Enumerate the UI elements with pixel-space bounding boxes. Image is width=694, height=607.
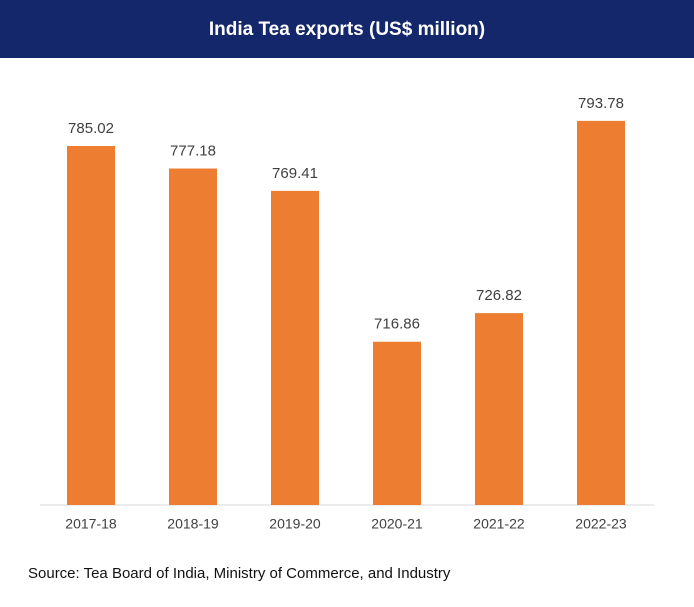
x-tick-label: 2021-22: [473, 516, 525, 532]
bar: [271, 190, 319, 505]
value-label: 726.82: [476, 287, 522, 304]
bar: [577, 120, 625, 505]
bar: [475, 313, 523, 505]
x-tick-label: 2020-21: [371, 516, 423, 532]
title-bar: [0, 0, 694, 58]
value-label: 769.41: [272, 165, 318, 182]
bar: [373, 341, 421, 505]
value-label: 716.86: [374, 316, 420, 333]
x-tick-label: 2022-23: [575, 516, 627, 532]
x-tick-label: 2017-18: [65, 516, 117, 532]
source-note: Source: Tea Board of India, Ministry of …: [28, 565, 451, 582]
bar: [67, 146, 115, 505]
value-label: 777.18: [170, 142, 216, 159]
x-tick-label: 2018-19: [167, 516, 219, 532]
bar: [169, 168, 217, 505]
chart-title: India Tea exports (US$ million): [209, 19, 485, 40]
value-label: 793.78: [578, 95, 624, 112]
x-tick-label: 2019-20: [269, 516, 321, 532]
value-label: 785.02: [68, 120, 114, 137]
